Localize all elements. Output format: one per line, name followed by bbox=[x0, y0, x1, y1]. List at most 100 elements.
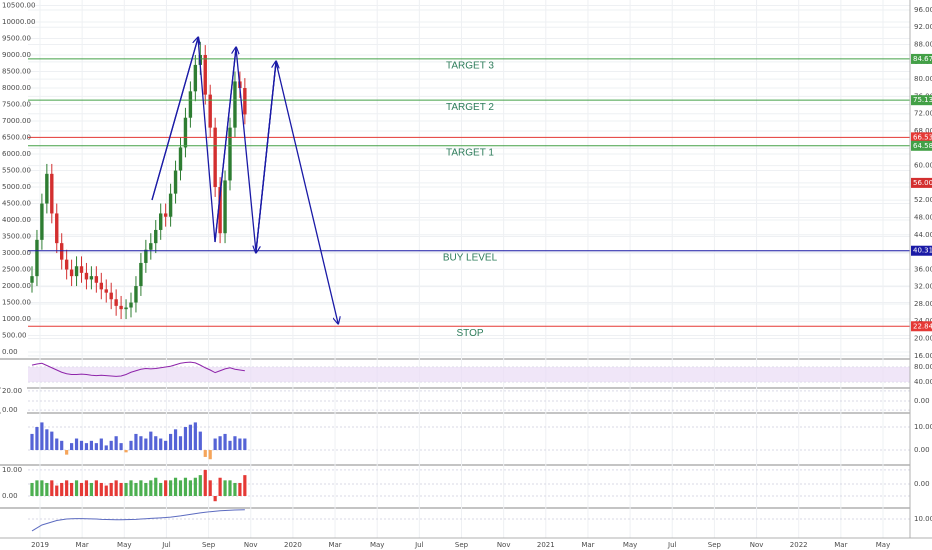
indicator-line bbox=[31, 361, 245, 377]
indicator-bar bbox=[223, 480, 227, 496]
level-name: TARGET 3 bbox=[446, 61, 494, 72]
candle-body bbox=[213, 127, 217, 188]
x-tick-label: Mar bbox=[581, 541, 594, 549]
y-tick-label: 4500.00 bbox=[2, 200, 31, 208]
candle-body bbox=[35, 239, 39, 277]
last-price-tag bbox=[911, 177, 932, 188]
indicator-bar bbox=[40, 480, 44, 496]
tick-label-bg bbox=[1, 492, 27, 500]
indicator-bar bbox=[169, 433, 173, 451]
candle-body bbox=[64, 259, 69, 270]
indicator-bar bbox=[109, 440, 113, 451]
indicator-bar bbox=[65, 480, 69, 496]
indicator-bar bbox=[114, 480, 118, 496]
level-name: TARGET 2 bbox=[446, 102, 494, 113]
indicator-bar bbox=[193, 422, 197, 451]
y-tick-label: 7000.00 bbox=[2, 117, 31, 125]
indicator-bar bbox=[30, 433, 34, 451]
x-tick-label: May bbox=[370, 541, 384, 549]
x-tick-label: Nov bbox=[244, 541, 258, 549]
candle-body bbox=[124, 307, 128, 310]
y-tick-label: 1000.00 bbox=[2, 315, 31, 323]
level-tag bbox=[911, 95, 932, 106]
indicator-bar bbox=[94, 480, 98, 496]
projection-arrow bbox=[255, 62, 276, 253]
level-value: 40.31 bbox=[913, 247, 932, 255]
indicator-bar bbox=[183, 477, 188, 496]
x-tick-label: Jul bbox=[161, 541, 171, 549]
indicator-bar bbox=[218, 436, 222, 451]
candle-body bbox=[208, 94, 212, 128]
y-tick-label: 0.00 bbox=[2, 406, 18, 414]
x-tick-label: Jul bbox=[414, 541, 424, 549]
indicator-bar bbox=[99, 438, 103, 451]
candle-body bbox=[109, 292, 113, 300]
level-name: TARGET 1 bbox=[446, 147, 494, 158]
indicator-bar bbox=[149, 431, 153, 451]
indicator-bar bbox=[45, 429, 49, 451]
level-name: STOP bbox=[456, 328, 483, 339]
indicator-bar bbox=[178, 436, 183, 451]
tick-label-bg bbox=[1, 406, 27, 415]
tick-label-bg bbox=[1, 150, 27, 159]
indicator-bar bbox=[89, 482, 93, 496]
indicator-bar bbox=[198, 431, 202, 451]
tick-label-bg bbox=[1, 18, 27, 27]
candle-body bbox=[40, 203, 44, 240]
indicator-bar bbox=[238, 482, 242, 496]
x-tick-label: May bbox=[117, 541, 131, 549]
indicator-bar bbox=[188, 424, 192, 451]
y2-tick-label: 0.00 bbox=[914, 397, 930, 405]
candle-body bbox=[193, 64, 198, 92]
indicator-bar bbox=[84, 480, 89, 496]
tick-label-bg bbox=[1, 84, 27, 93]
x-tick-label: Nov bbox=[750, 541, 764, 549]
y-tick-label: 4000.00 bbox=[2, 216, 31, 224]
level-tag bbox=[911, 245, 932, 256]
tick-label-bg bbox=[1, 315, 27, 324]
candle-body bbox=[203, 55, 207, 95]
indicator-bar bbox=[203, 450, 207, 457]
y2-tick-label: 10.00 bbox=[914, 423, 932, 431]
candle-body bbox=[30, 276, 34, 283]
candle-body bbox=[89, 276, 94, 280]
tick-label-bg bbox=[1, 265, 27, 274]
tick-label-bg bbox=[1, 465, 27, 474]
y-tick-label: 9500.00 bbox=[2, 35, 31, 43]
indicator-bar bbox=[104, 485, 108, 496]
tick-label-bg bbox=[1, 298, 27, 307]
indicator-bar bbox=[149, 480, 153, 496]
level-name: BUY LEVEL bbox=[443, 252, 498, 263]
y2-tick-label: 20.00 bbox=[914, 335, 932, 343]
indicator-bar bbox=[60, 440, 64, 451]
x-tick-label: 2020 bbox=[284, 541, 302, 549]
candle-body bbox=[129, 302, 133, 308]
y2-tick-label: 28.00 bbox=[914, 300, 932, 308]
y-tick-label: 1500.00 bbox=[2, 299, 31, 307]
candle-body bbox=[114, 299, 118, 306]
x-tick-label: 2019 bbox=[31, 541, 49, 549]
indicator-bar bbox=[129, 480, 133, 496]
y2-tick-label: 96.00 bbox=[914, 6, 932, 14]
indicator-bar bbox=[94, 443, 98, 451]
indicator-bar bbox=[109, 482, 113, 496]
candle-body bbox=[99, 282, 103, 290]
indicator-bar bbox=[243, 475, 247, 496]
indicator-bar bbox=[124, 482, 128, 496]
tick-label-bg bbox=[1, 331, 27, 340]
indicator-bar bbox=[243, 438, 247, 451]
indicator-bar bbox=[55, 438, 59, 451]
projection-arrow bbox=[151, 38, 198, 201]
indicator-bar bbox=[228, 440, 232, 451]
indicator-bar bbox=[203, 469, 207, 496]
level-value: 64.58 bbox=[913, 142, 932, 150]
candle-body bbox=[149, 243, 153, 250]
y2-tick-label: 32.00 bbox=[914, 283, 932, 291]
tick-label-bg bbox=[1, 348, 27, 357]
y-tick-label: 7500.00 bbox=[2, 101, 31, 109]
x-tick-label: Sep bbox=[708, 541, 722, 549]
indicator-bar bbox=[134, 433, 138, 451]
indicator-bar bbox=[84, 443, 89, 451]
